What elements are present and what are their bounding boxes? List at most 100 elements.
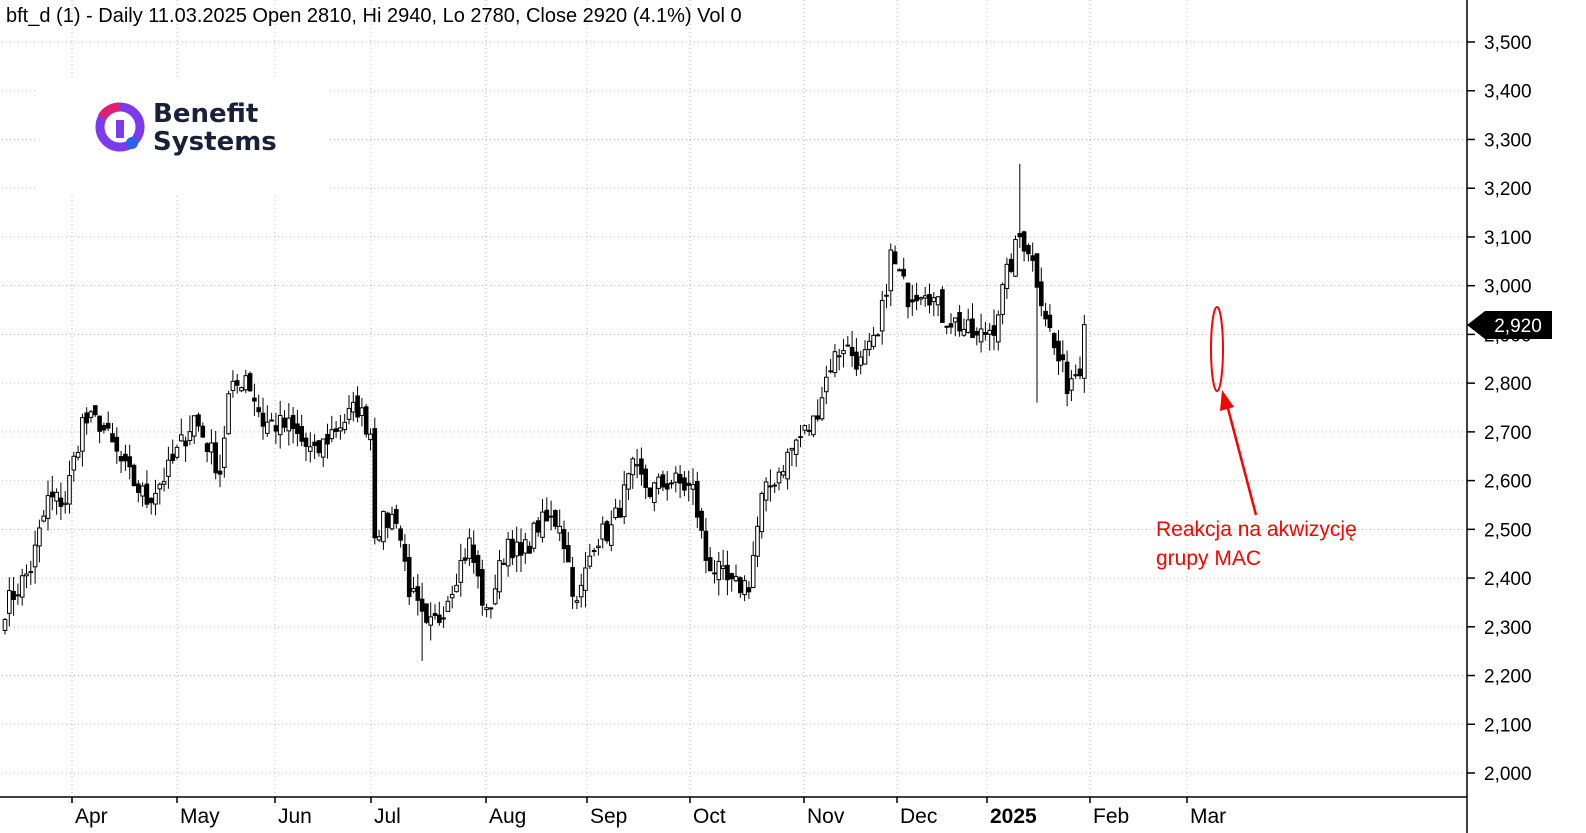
candle-body <box>1073 374 1079 377</box>
candle-body <box>196 414 201 427</box>
logo-text-line2: Systems <box>153 127 277 157</box>
candle <box>45 480 51 531</box>
candle-body <box>1000 284 1005 315</box>
candle-body <box>677 473 683 484</box>
candle-body <box>548 515 554 518</box>
candle-body <box>518 542 524 556</box>
candle-body <box>1056 340 1061 362</box>
candle-body <box>1030 255 1036 261</box>
candle <box>613 498 618 520</box>
candle-body <box>41 515 47 522</box>
candle <box>540 499 545 543</box>
annotation-text-line2: grupy MAC <box>1156 547 1261 570</box>
candle-body <box>140 485 145 497</box>
candle-body <box>768 485 773 488</box>
candle <box>71 451 77 482</box>
candle <box>488 607 494 619</box>
candle-body <box>996 314 1001 343</box>
candle-body <box>776 471 782 484</box>
candle-body <box>415 586 421 601</box>
candle <box>656 473 661 495</box>
candle <box>497 550 502 599</box>
y-tick-label: 3,500 <box>1484 33 1532 54</box>
candle-body <box>505 538 511 567</box>
candle-body <box>884 294 889 297</box>
candle-body <box>574 600 580 603</box>
candle <box>927 283 932 314</box>
candle-body <box>32 544 38 568</box>
candle-body <box>93 405 98 416</box>
candle-body <box>75 451 81 458</box>
candle <box>7 577 12 627</box>
candle <box>441 606 446 628</box>
candle-body <box>793 439 799 455</box>
candle-body <box>922 295 928 299</box>
candle <box>15 583 21 605</box>
candle <box>303 432 309 462</box>
candle <box>841 339 846 368</box>
candle-body <box>738 577 743 594</box>
candle <box>1051 332 1057 355</box>
candle <box>630 456 636 489</box>
candle-body <box>424 603 429 623</box>
candle <box>75 445 81 461</box>
candle <box>277 400 283 449</box>
candle-body <box>535 520 541 533</box>
candle-body <box>819 397 825 420</box>
candle-body <box>828 370 833 373</box>
candle <box>1047 304 1053 333</box>
candle-body <box>411 587 416 592</box>
candle-body <box>944 325 950 328</box>
candle-body <box>523 539 528 554</box>
candle-body <box>755 525 760 557</box>
candle-body <box>673 472 679 483</box>
candle <box>862 340 868 365</box>
candle-body <box>28 571 34 574</box>
candle <box>406 544 412 606</box>
candle <box>256 394 261 418</box>
candle-body <box>802 425 808 431</box>
candle-body <box>733 575 739 582</box>
y-tick-label: 3,000 <box>1484 277 1532 298</box>
candle <box>445 596 451 612</box>
candle-body <box>234 380 240 386</box>
candle <box>535 517 541 537</box>
candle-body <box>639 458 644 475</box>
annotation-text-line1: Reakcja na akwizycję <box>1156 518 1357 541</box>
candle-body <box>183 440 188 447</box>
candle <box>879 290 885 345</box>
logo-dot-icon <box>126 137 138 149</box>
y-tick-label: 2,300 <box>1484 618 1532 639</box>
candle-body <box>480 569 485 606</box>
y-tick-label: 2,700 <box>1484 423 1532 444</box>
candle-body <box>617 507 623 518</box>
candle-body <box>454 584 459 593</box>
candle-body <box>295 423 300 434</box>
candle-body <box>514 541 520 557</box>
x-tick-label: Sep <box>590 805 627 828</box>
candle-body <box>351 401 356 413</box>
candle-body <box>553 510 558 527</box>
candle-body <box>1082 324 1087 379</box>
candle <box>647 487 653 499</box>
candle-body <box>325 433 330 445</box>
candle-body <box>1077 368 1083 377</box>
candle-body <box>484 607 489 611</box>
last-price-tag: 2,920 <box>1467 311 1552 339</box>
candle <box>265 405 270 437</box>
candle-body <box>58 497 64 507</box>
candle <box>118 450 124 474</box>
candle <box>424 603 429 625</box>
candle-body <box>269 419 274 422</box>
candle <box>338 415 343 440</box>
candle <box>944 325 950 335</box>
candle-body <box>557 525 563 534</box>
candle-body <box>1043 310 1048 320</box>
candle-body <box>961 328 967 336</box>
candle-body <box>540 511 545 538</box>
candle <box>987 323 993 351</box>
candle <box>419 582 425 661</box>
candle-body <box>879 299 885 332</box>
candle <box>359 398 365 427</box>
candle <box>402 534 408 572</box>
